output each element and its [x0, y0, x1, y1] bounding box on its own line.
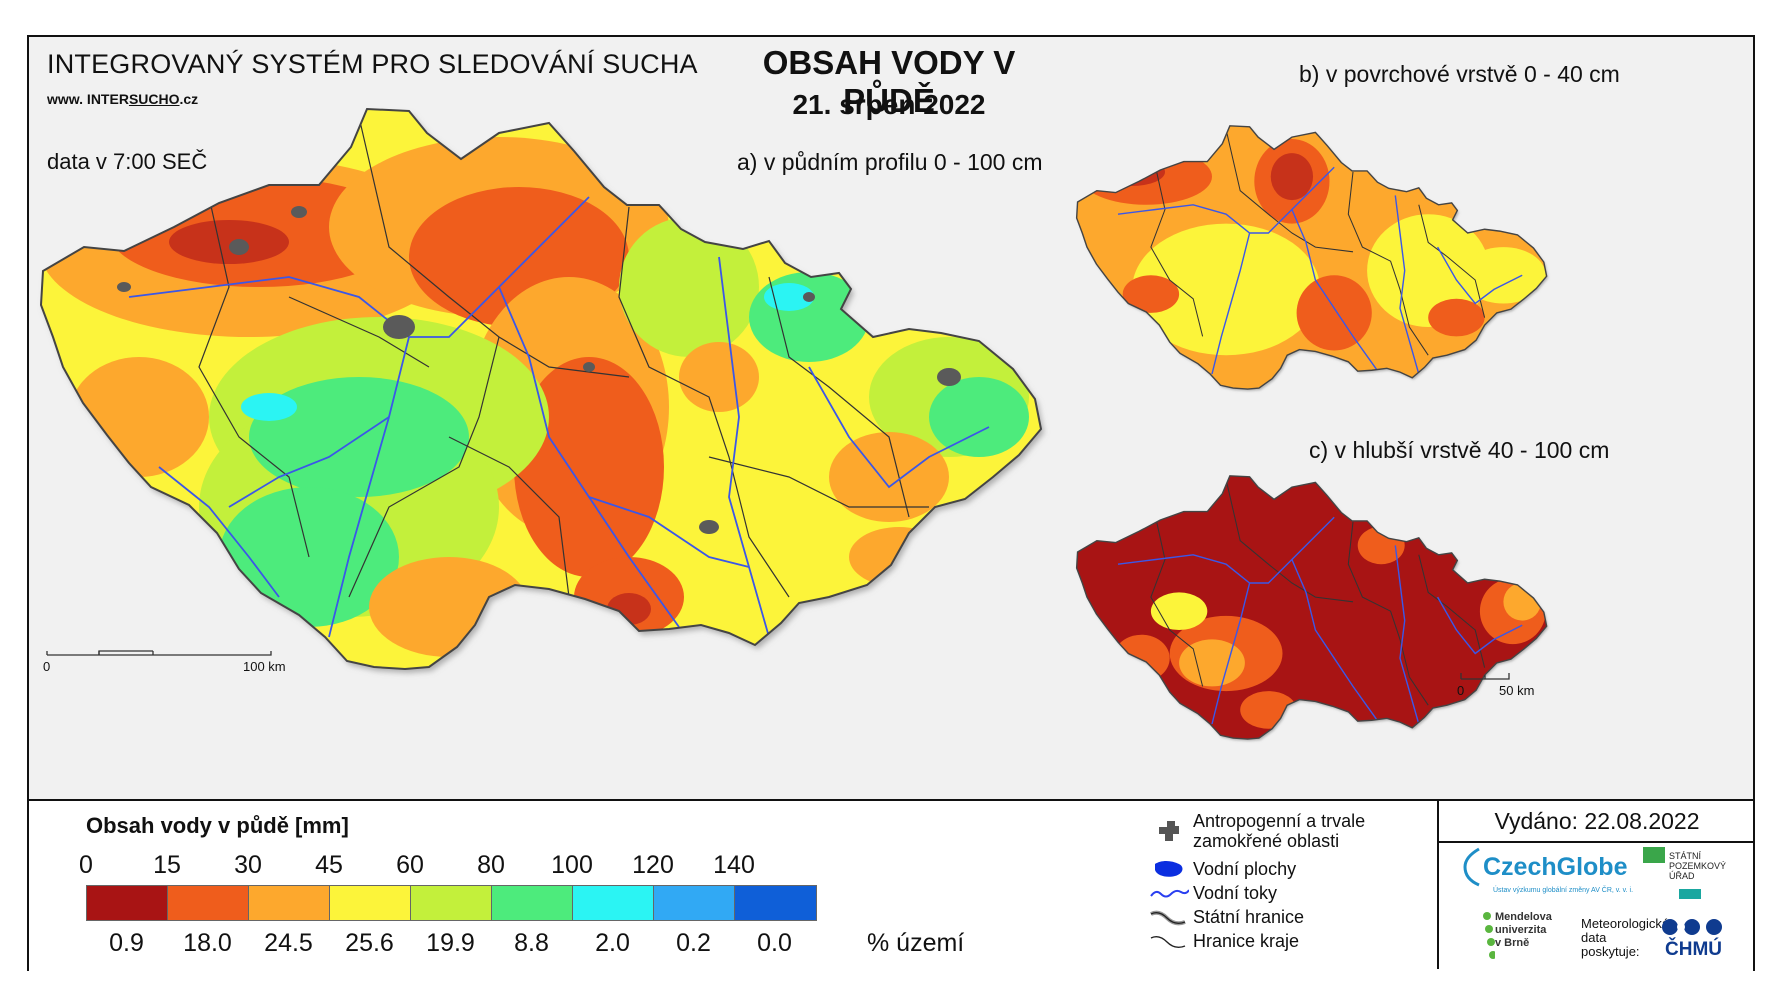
spu-logo: STÁTNÍ POZEMKOVÝ ÚŘAD: [1643, 847, 1727, 899]
state-border-label: Státní hranice: [1193, 906, 1305, 927]
spu-line-1: STÁTNÍ: [1669, 851, 1702, 861]
met-line-2: data: [1581, 930, 1607, 945]
map-a-title: a) v půdním profilu 0 - 100 cm: [737, 149, 1043, 175]
legend-percent-6: 2.0: [595, 929, 630, 957]
legend-tick-6: 100: [551, 851, 593, 879]
site-mid: SUCHO: [128, 91, 180, 107]
legend-percent-4: 19.9: [426, 929, 475, 957]
legend-swatch-5: [492, 886, 573, 920]
map-c-title: c) v hlubší vrstvě 40 - 100 cm: [1309, 437, 1610, 463]
legend-symbol-anthropogenic: Antropogenní a trvale zamokřené oblasti: [1149, 811, 1365, 851]
maps-svg: [40, 108, 1548, 740]
legend-title: Obsah vody v půdě [mm]: [86, 813, 349, 838]
mendel-line-2: univerzita: [1495, 924, 1547, 936]
anthropogenic-label-1: Antropogenní a trvale: [1193, 811, 1366, 831]
legend-tick-1: 15: [153, 851, 181, 879]
legend-color-bar: [86, 885, 817, 921]
legend-tick-3: 45: [315, 851, 343, 879]
scale-main-start: 0: [43, 659, 51, 674]
legend-symbol-region-border: Hranice kraje: [1149, 928, 1299, 954]
map-b: [1075, 125, 1548, 390]
czechglobe-subtitle: Ústav výzkumu globální změny AV ČR, v. v…: [1493, 887, 1634, 894]
scale-small-end: 50 km: [1499, 683, 1535, 698]
map-b-title: b) v povrchové vrstvě 0 - 40 cm: [1299, 61, 1620, 87]
region-border-label: Hranice kraje: [1193, 930, 1300, 951]
legend-symbol-state-border: Státní hranice: [1149, 904, 1304, 930]
legend-swatch-3: [330, 886, 411, 920]
state-border-icon: [1149, 904, 1193, 930]
data-time-note: data v 7:00 SEČ: [47, 149, 208, 174]
met-line-3: poskytuje:: [1581, 944, 1640, 959]
legend-swatch-1: [168, 886, 249, 920]
spu-mark-icon-2: [1679, 889, 1701, 899]
mendel-university-logo: Mendelova univerzita v Brně: [1483, 911, 1552, 959]
mendel-line-1: Mendelova: [1495, 911, 1552, 923]
legend-symbol-water-body: Vodní plochy: [1149, 856, 1296, 882]
scale-main-end: 100 km: [243, 659, 286, 674]
legend-swatch-8: [735, 886, 816, 920]
legend-area: Obsah vody v půdě [mm] 0 15 30 45 60 80 100 120…: [29, 799, 1755, 971]
legend-percent-1: 18.0: [183, 929, 232, 957]
czechglobe-logo: CzechGlobe: [1463, 847, 1628, 887]
water-body-label: Vodní plochy: [1193, 858, 1297, 879]
spu-line-3: ÚŘAD: [1669, 871, 1695, 881]
map-area: INTEGROVANÝ SYSTÉM PRO SLEDOVÁNÍ SUCHA w…: [29, 37, 1753, 799]
map-a: [40, 108, 1042, 670]
legend-tick-7: 120: [632, 851, 674, 879]
issued-date: Vydáno: 22.08.2022: [1439, 801, 1755, 843]
scale-small-start: 0: [1457, 683, 1465, 698]
legend-tick-0: 0: [79, 851, 93, 879]
map-c: [1075, 475, 1548, 740]
legend-swatch-7: [654, 886, 735, 920]
legend-swatch-4: [411, 886, 492, 920]
legend-swatch-2: [249, 886, 330, 920]
czechglobe-text: CzechGlobe: [1483, 853, 1628, 881]
met-line-1: Meteorologická: [1581, 916, 1670, 931]
chmu-mark-icon: [1662, 919, 1722, 935]
legend-percent-8: 0.0: [757, 929, 792, 957]
main-title: OBSAH VODY V PŮDĚ: [762, 44, 1016, 119]
site-prefix: www. INTER: [47, 91, 129, 107]
scale-bar-small: [1460, 673, 1510, 680]
scale-bar-main: [46, 650, 272, 656]
website-link[interactable]: www. INTERSUCHO.cz: [47, 91, 198, 107]
system-title: INTEGROVANÝ SYSTÉM PRO SLEDOVÁNÍ SUCHA: [47, 49, 698, 79]
legend-percent-7: 0.2: [676, 929, 711, 957]
chmu-logo: ČHMÚ: [1665, 939, 1722, 960]
legend-percent-2: 24.5: [264, 929, 313, 957]
legend-tick-5: 80: [477, 851, 505, 879]
legend-percent-0: 0.9: [109, 929, 144, 957]
region-border-icon: [1149, 928, 1193, 954]
legend-percent-5: 8.8: [514, 929, 549, 957]
legend-tick-2: 30: [234, 851, 262, 879]
anthropogenic-label-2: zamokřené oblasti: [1193, 831, 1340, 851]
met-data-note: Meteorologická data poskytuje:: [1581, 917, 1669, 959]
river-label: Vodní toky: [1193, 882, 1278, 903]
water-body-icon: [1149, 856, 1193, 882]
legend-swatch-6: [573, 886, 654, 920]
map-frame: INTEGROVANÝ SYSTÉM PRO SLEDOVÁNÍ SUCHA w…: [27, 35, 1755, 971]
main-date: 21. srpen 2022: [792, 89, 986, 120]
legend-swatch-0: [87, 886, 168, 920]
river-icon: [1149, 880, 1193, 906]
spu-mark-icon: [1643, 847, 1665, 863]
legend-percent-3: 25.6: [345, 929, 394, 957]
spu-line-2: POZEMKOVÝ: [1669, 861, 1727, 871]
issuer-box: Vydáno: 22.08.2022 CzechGlobe Ústav výzk…: [1437, 801, 1755, 969]
anthropogenic-area-icon: [1149, 818, 1193, 844]
legend-tick-4: 60: [396, 851, 424, 879]
legend-tick-8: 140: [713, 851, 755, 879]
site-suffix: .cz: [179, 91, 199, 107]
mendel-line-3: v Brně: [1495, 937, 1530, 949]
legend-symbol-river: Vodní toky: [1149, 880, 1277, 906]
percent-unit: % území: [867, 929, 965, 957]
